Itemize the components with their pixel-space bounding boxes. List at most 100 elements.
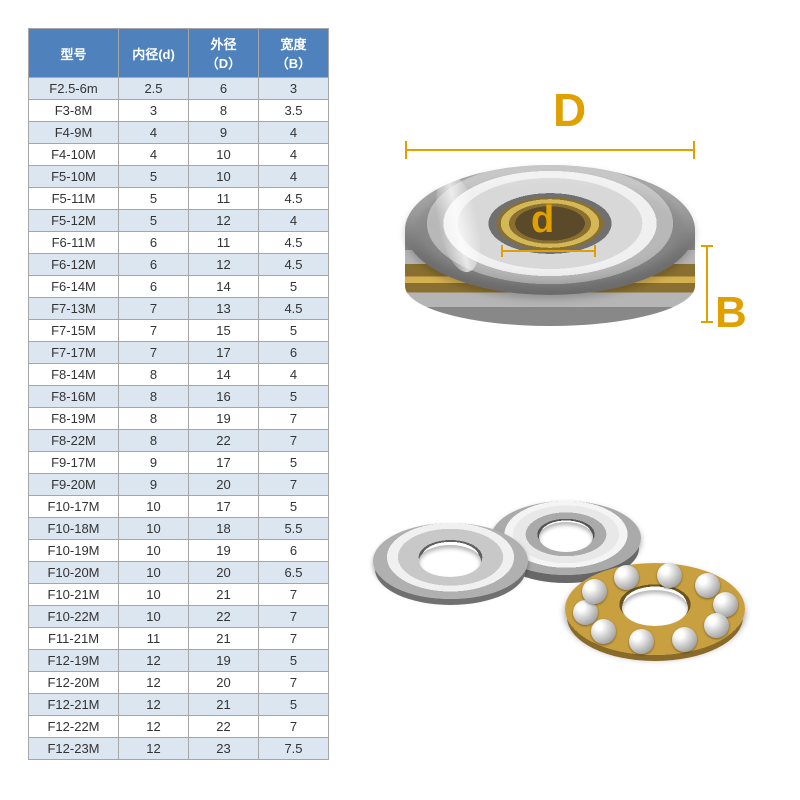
table-row: F3-8M383.5 <box>29 100 329 122</box>
span-height <box>701 245 715 323</box>
table-cell: 21 <box>189 628 259 650</box>
table-cell: F12-23M <box>29 738 119 760</box>
table-cell: 17 <box>189 496 259 518</box>
table-cell: 10 <box>119 606 189 628</box>
table-row: F12-21M12215 <box>29 694 329 716</box>
table-row: F10-22M10227 <box>29 606 329 628</box>
table-cell: 5 <box>119 166 189 188</box>
bearing-ball <box>672 627 697 652</box>
table-cell: 6 <box>259 540 329 562</box>
table-cell: 12 <box>119 650 189 672</box>
table-cell: 16 <box>189 386 259 408</box>
table-cell: 5 <box>259 320 329 342</box>
table-cell: 6 <box>189 78 259 100</box>
table-cell: 4 <box>259 364 329 386</box>
table-cell: 23 <box>189 738 259 760</box>
table-row: F2.5-6m2.563 <box>29 78 329 100</box>
table-cell: F9-20M <box>29 474 119 496</box>
span-inner-diameter <box>501 245 596 259</box>
table-row: F9-17M9175 <box>29 452 329 474</box>
table-cell: 4 <box>119 122 189 144</box>
table-cell: 22 <box>189 606 259 628</box>
table-cell: 8 <box>189 100 259 122</box>
table-cell: 7 <box>259 716 329 738</box>
table-cell: 7 <box>259 408 329 430</box>
washer-flat <box>373 523 528 599</box>
table-cell: 2.5 <box>119 78 189 100</box>
table-cell: F5-11M <box>29 188 119 210</box>
table-cell: F8-16M <box>29 386 119 408</box>
table-cell: 7 <box>119 298 189 320</box>
table-cell: 8 <box>119 430 189 452</box>
table-cell: 9 <box>119 474 189 496</box>
bearing-ball <box>591 619 616 644</box>
table-cell: F10-17M <box>29 496 119 518</box>
table-row: F10-21M10217 <box>29 584 329 606</box>
table-cell: 7 <box>259 628 329 650</box>
table-row: F12-20M12207 <box>29 672 329 694</box>
table-row: F7-15M7155 <box>29 320 329 342</box>
table-cell: F7-17M <box>29 342 119 364</box>
table-cell: 14 <box>189 276 259 298</box>
table-row: F8-22M8227 <box>29 430 329 452</box>
table-cell: 17 <box>189 452 259 474</box>
spec-table-container: 型号 内径(d) 外径（D） 宽度（B） F2.5-6m2.563F3-8M38… <box>28 28 329 760</box>
table-row: F12-22M12227 <box>29 716 329 738</box>
bearing-ball <box>629 629 654 654</box>
table-row: F6-12M6124.5 <box>29 254 329 276</box>
table-cell: 10 <box>119 584 189 606</box>
table-row: F6-14M6145 <box>29 276 329 298</box>
table-row: F5-11M5114.5 <box>29 188 329 210</box>
table-cell: F6-11M <box>29 232 119 254</box>
table-cell: F3-8M <box>29 100 119 122</box>
table-cell: F4-9M <box>29 122 119 144</box>
table-cell: 22 <box>189 430 259 452</box>
table-cell: 17 <box>189 342 259 364</box>
table-cell: 6 <box>119 276 189 298</box>
table-cell: 22 <box>189 716 259 738</box>
table-cell: F4-10M <box>29 144 119 166</box>
label-inner-diameter: d <box>531 199 554 242</box>
label-height: B <box>715 288 747 338</box>
bearing-ball <box>657 563 682 588</box>
table-row: F7-17M7176 <box>29 342 329 364</box>
table-cell: 5 <box>119 210 189 232</box>
table-cell: 13 <box>189 298 259 320</box>
table-cell: 5 <box>259 276 329 298</box>
table-cell: F8-19M <box>29 408 119 430</box>
table-cell: F10-18M <box>29 518 119 540</box>
table-cell: 4 <box>259 144 329 166</box>
table-cell: 8 <box>119 408 189 430</box>
table-cell: 4 <box>119 144 189 166</box>
table-cell: 4 <box>259 166 329 188</box>
table-cell: 7.5 <box>259 738 329 760</box>
table-cell: 20 <box>189 672 259 694</box>
table-row: F4-10M4104 <box>29 144 329 166</box>
table-cell: F9-17M <box>29 452 119 474</box>
table-cell: 12 <box>189 254 259 276</box>
table-cell: 20 <box>189 562 259 584</box>
table-cell: F6-12M <box>29 254 119 276</box>
table-cell: 4.5 <box>259 232 329 254</box>
table-header-row: 型号 内径(d) 外径（D） 宽度（B） <box>29 29 329 78</box>
table-cell: 12 <box>119 694 189 716</box>
table-cell: 5 <box>259 496 329 518</box>
table-cell: 21 <box>189 694 259 716</box>
table-row: F9-20M9207 <box>29 474 329 496</box>
table-row: F6-11M6114.5 <box>29 232 329 254</box>
table-cell: 5 <box>259 694 329 716</box>
table-cell: F5-12M <box>29 210 119 232</box>
table-cell: 19 <box>189 650 259 672</box>
table-row: F10-19M10196 <box>29 540 329 562</box>
table-cell: 18 <box>189 518 259 540</box>
table-cell: 15 <box>189 320 259 342</box>
table-cell: 10 <box>189 144 259 166</box>
table-cell: F10-20M <box>29 562 119 584</box>
table-cell: 7 <box>119 320 189 342</box>
table-cell: 5.5 <box>259 518 329 540</box>
table-cell: F10-19M <box>29 540 119 562</box>
table-cell: 12 <box>119 672 189 694</box>
table-cell: 5 <box>119 188 189 210</box>
table-cell: 5 <box>259 386 329 408</box>
table-cell: 6.5 <box>259 562 329 584</box>
